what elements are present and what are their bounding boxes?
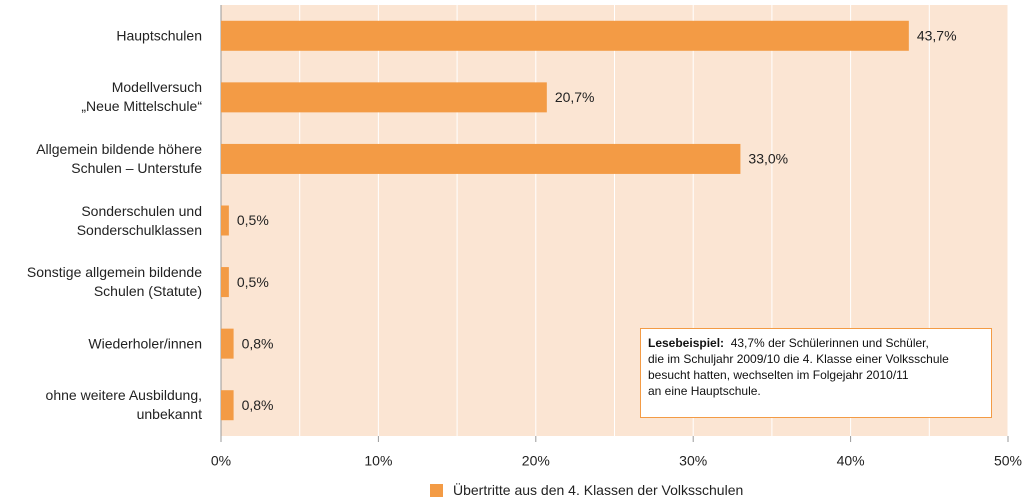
x-tick-label: 50%: [994, 453, 1022, 469]
legend-label: Übertritte aus den 4. Klassen der Volkss…: [453, 482, 744, 498]
legend: Übertritte aus den 4. Klassen der Volkss…: [430, 482, 743, 498]
bar: [221, 20, 909, 51]
bar: [221, 267, 229, 298]
y-tick-label: Sonstige allgemein bildende Schulen (Sta…: [26, 264, 202, 300]
x-tick-label: 20%: [522, 453, 550, 469]
bar: [221, 82, 547, 113]
annotation-text: 43,7% der Schülerinnen und Schüler, die …: [648, 336, 949, 398]
bar: [221, 328, 234, 359]
value-label: 0,8%: [242, 335, 274, 351]
annotation-title: Lesebeispiel:: [648, 336, 725, 350]
value-label: 0,5%: [237, 274, 269, 290]
y-tick-label: Modellversuch „Neue Mittelschule“: [81, 79, 202, 115]
bar: [221, 143, 741, 174]
y-tick-label: Wiederholer/innen: [88, 335, 202, 352]
value-label: 43,7%: [917, 27, 957, 43]
x-tick-label: 40%: [837, 453, 865, 469]
value-label: 0,5%: [237, 212, 269, 228]
x-tick-label: 30%: [679, 453, 707, 469]
y-tick-label: Hauptschulen: [116, 27, 202, 44]
value-label: 33,0%: [748, 151, 788, 167]
value-label: 0,8%: [242, 397, 274, 413]
value-label: 20,7%: [555, 89, 595, 105]
legend-swatch: [430, 483, 443, 497]
y-tick-label: Allgemein bildende höhere Schulen – Unte…: [36, 140, 202, 176]
y-tick-label: ohne weitere Ausbildung, unbekannt: [45, 387, 202, 423]
bar: [221, 205, 229, 236]
x-tick-label: 0%: [211, 453, 231, 469]
bar: [221, 390, 234, 421]
y-tick-label: Sonderschulen und Sonderschulklassen: [76, 202, 202, 238]
annotation: Lesebeispiel: 43,7% der Schülerinnen und…: [640, 328, 992, 418]
x-tick-label: 10%: [364, 453, 392, 469]
